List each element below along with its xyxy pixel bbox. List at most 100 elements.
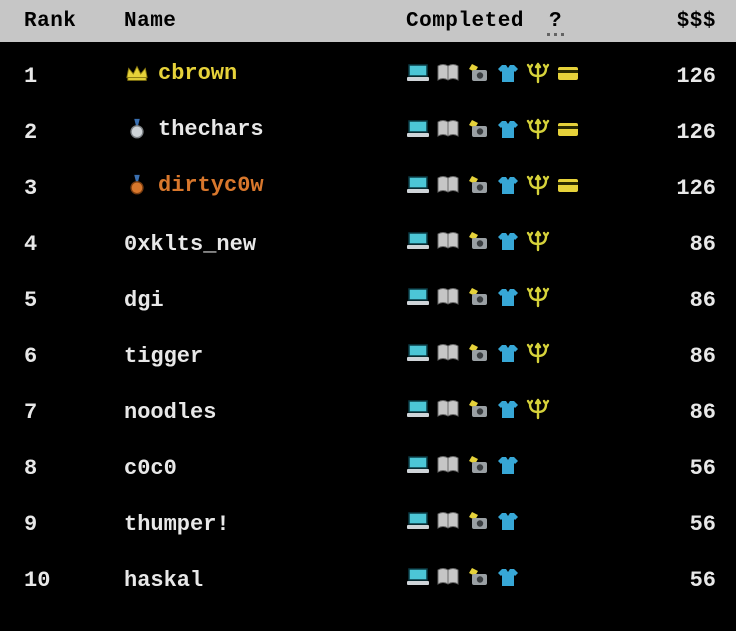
card-icon <box>556 62 580 84</box>
cash-cell: 86 <box>626 400 716 425</box>
camera-icon <box>466 230 490 252</box>
rank-cell: 1 <box>24 64 124 89</box>
completed-cell <box>406 342 626 371</box>
trident-icon <box>526 62 550 84</box>
completed-cell <box>406 286 626 315</box>
book-icon <box>436 398 460 420</box>
completed-icons <box>406 118 580 140</box>
camera-icon <box>466 62 490 84</box>
completed-cell <box>406 174 626 203</box>
player-name[interactable]: thumper! <box>124 512 230 537</box>
shirt-icon <box>496 118 520 140</box>
name-cell: cbrown <box>124 61 406 92</box>
book-icon <box>436 62 460 84</box>
rank-cell: 3 <box>24 176 124 201</box>
rank-cell: 5 <box>24 288 124 313</box>
cash-cell: 126 <box>626 64 716 89</box>
header-cash: $$$ <box>626 10 716 33</box>
shirt-icon <box>496 230 520 252</box>
player-name[interactable]: haskal <box>124 568 203 593</box>
name-cell: dgi <box>124 288 406 313</box>
trident-icon <box>526 118 550 140</box>
table-body: 1cbrown1262thechars1263dirtyc0w12640xklt… <box>0 42 736 608</box>
table-row: 5dgi 86 <box>0 272 736 328</box>
player-name[interactable]: c0c0 <box>124 456 177 481</box>
header-completed-label: Completed <box>406 10 524 33</box>
laptop-icon <box>406 510 430 532</box>
rank-cell: 4 <box>24 232 124 257</box>
book-icon <box>436 118 460 140</box>
shirt-icon <box>496 510 520 532</box>
camera-icon <box>466 342 490 364</box>
table-row: 6tigger86 <box>0 328 736 384</box>
cash-cell: 86 <box>626 232 716 257</box>
shirt-icon <box>496 566 520 588</box>
cash-cell: 56 <box>626 512 716 537</box>
shirt-icon <box>496 398 520 420</box>
table-row: 7noodles 86 <box>0 384 736 440</box>
player-name[interactable]: dgi <box>124 288 164 313</box>
completed-cell <box>406 230 626 259</box>
completed-cell <box>406 510 626 539</box>
card-icon <box>556 174 580 196</box>
name-cell: thumper! <box>124 512 406 537</box>
header-rank: Rank <box>24 10 124 33</box>
completed-icons <box>406 62 580 84</box>
player-name[interactable]: tigger <box>124 344 203 369</box>
camera-icon <box>466 398 490 420</box>
player-name[interactable]: noodles <box>124 400 216 425</box>
trident-icon <box>526 398 550 420</box>
laptop-icon <box>406 118 430 140</box>
rank-cell: 8 <box>24 456 124 481</box>
rank-cell: 10 <box>24 568 124 593</box>
shirt-icon <box>496 286 520 308</box>
name-cell: 0xklts_new <box>124 232 406 257</box>
player-name[interactable]: dirtyc0w <box>158 173 264 198</box>
laptop-icon <box>406 566 430 588</box>
shirt-icon <box>496 454 520 476</box>
laptop-icon <box>406 174 430 196</box>
table-row: 9thumper! 56 <box>0 496 736 552</box>
rank-cell: 7 <box>24 400 124 425</box>
camera-icon <box>466 174 490 196</box>
cash-cell: 126 <box>626 120 716 145</box>
header-completed: Completed ? <box>406 10 626 33</box>
cash-cell: 86 <box>626 344 716 369</box>
table-row: 10haskal56 <box>0 552 736 608</box>
player-name[interactable]: thechars <box>158 117 264 142</box>
rank-cell: 2 <box>24 120 124 145</box>
trident-icon <box>526 286 550 308</box>
player-name[interactable]: 0xklts_new <box>124 232 256 257</box>
shirt-icon <box>496 342 520 364</box>
help-icon[interactable]: ? <box>547 10 564 36</box>
crown-medal-icon <box>124 62 150 84</box>
player-name[interactable]: cbrown <box>158 61 237 86</box>
laptop-icon <box>406 286 430 308</box>
camera-icon <box>466 286 490 308</box>
completed-icons <box>406 174 580 196</box>
completed-icons <box>406 286 550 308</box>
table-row: 2 thechars 126 <box>0 104 736 160</box>
name-cell: thechars <box>124 117 406 148</box>
book-icon <box>436 174 460 196</box>
book-icon <box>436 230 460 252</box>
shirt-icon <box>496 174 520 196</box>
card-icon <box>556 118 580 140</box>
camera-icon <box>466 566 490 588</box>
bronze-medal-icon <box>124 174 150 196</box>
completed-icons <box>406 566 520 588</box>
book-icon <box>436 454 460 476</box>
camera-icon <box>466 454 490 476</box>
book-icon <box>436 510 460 532</box>
completed-icons <box>406 454 520 476</box>
table-row: 1 cbrown 126 <box>0 48 736 104</box>
completed-icons <box>406 342 550 364</box>
cash-cell: 86 <box>626 288 716 313</box>
trident-icon <box>526 174 550 196</box>
completed-icons <box>406 510 520 532</box>
leaderboard: Rank Name Completed ? $$$ 1cbrown1262the… <box>0 0 736 631</box>
completed-cell <box>406 454 626 483</box>
completed-cell <box>406 566 626 595</box>
rank-cell: 9 <box>24 512 124 537</box>
laptop-icon <box>406 230 430 252</box>
